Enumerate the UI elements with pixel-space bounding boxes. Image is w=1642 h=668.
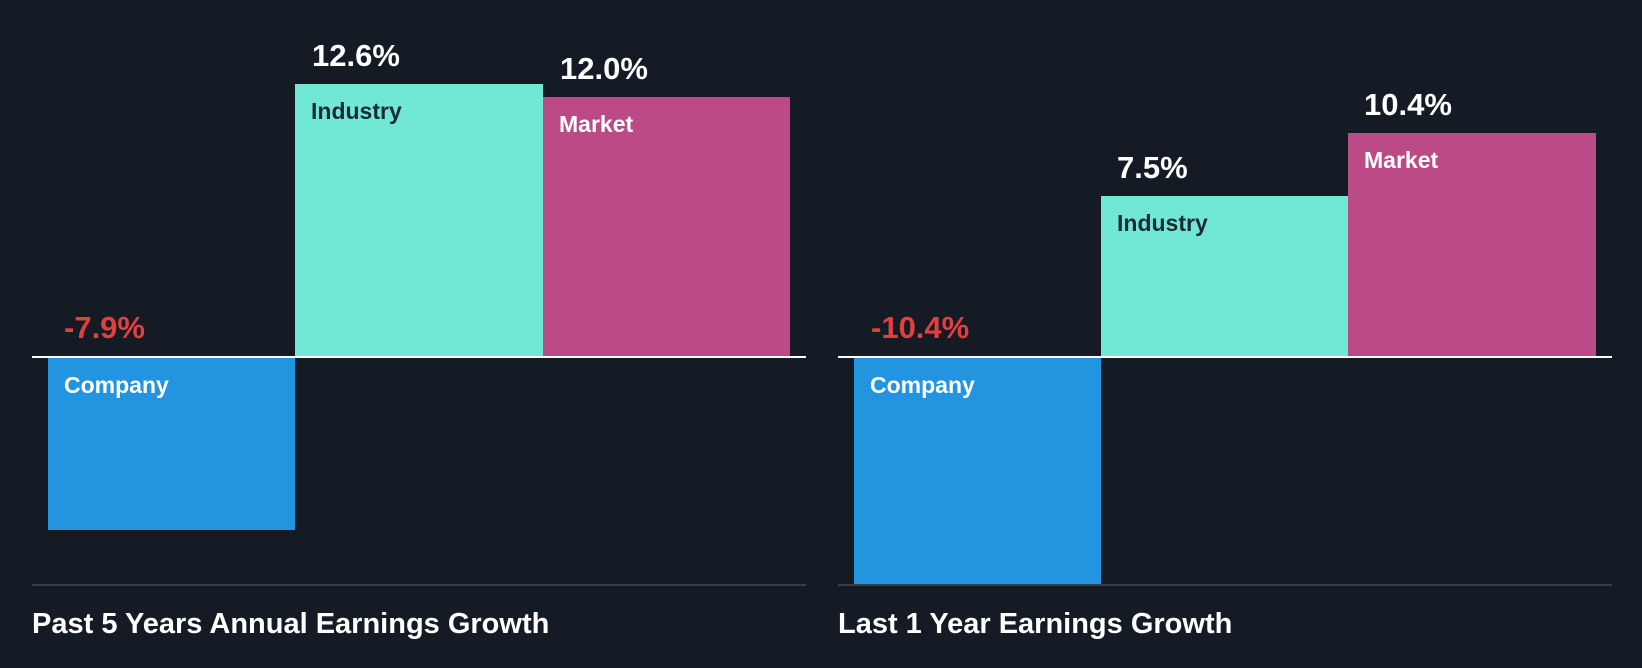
company-bar-label: Company xyxy=(64,372,169,398)
company-bar-label: Company xyxy=(870,372,975,398)
market-value-1y: 10.4% xyxy=(1364,87,1452,122)
market-bar-label: Market xyxy=(1364,147,1439,173)
industry-bar-label: Industry xyxy=(311,98,402,124)
zero-baseline xyxy=(32,356,806,358)
market-value-5y: 12.0% xyxy=(560,51,648,86)
chart-panel-1y: -10.4% 7.5% 10.4% Company Industry Marke… xyxy=(821,0,1642,668)
market-bar-1y[interactable]: Market xyxy=(1348,133,1596,357)
company-value-1y: -10.4% xyxy=(871,310,970,345)
market-bar-label: Market xyxy=(559,111,634,137)
zero-baseline xyxy=(838,356,1612,358)
company-bar-1y[interactable]: Company xyxy=(854,358,1101,584)
chart-title: Last 1 Year Earnings Growth xyxy=(838,608,1233,640)
industry-bar-1y[interactable]: Industry xyxy=(1101,196,1348,357)
axis-divider xyxy=(838,584,1612,586)
axis-divider xyxy=(32,584,806,586)
industry-bar-5y[interactable]: Industry xyxy=(295,84,543,357)
chart-panel-5y: -7.9% 12.6% 12.0% Company Industry Marke… xyxy=(32,38,806,640)
company-value-5y: -7.9% xyxy=(64,310,145,345)
industry-value-5y: 12.6% xyxy=(312,38,400,73)
chart-title: Past 5 Years Annual Earnings Growth xyxy=(32,608,550,640)
industry-value-1y: 7.5% xyxy=(1117,150,1188,185)
industry-bar-label: Industry xyxy=(1117,210,1208,236)
market-bar-5y[interactable]: Market xyxy=(543,97,790,357)
company-bar-5y[interactable]: Company xyxy=(48,358,295,530)
